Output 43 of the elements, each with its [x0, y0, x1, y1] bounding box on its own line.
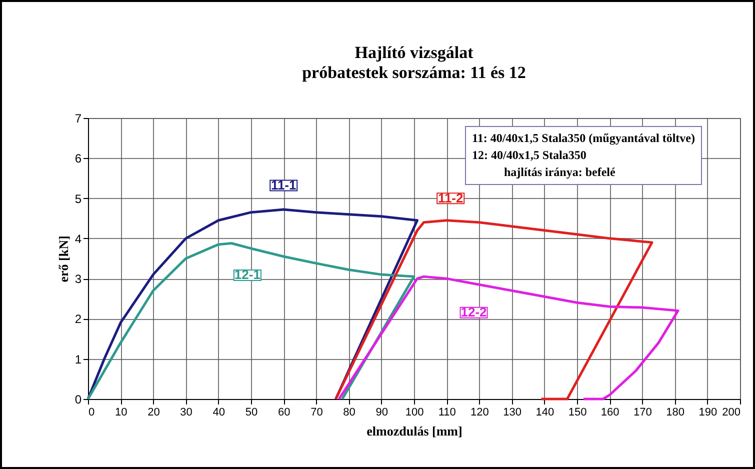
y-tick-label: 5: [74, 192, 82, 206]
x-tick-label: 90: [376, 406, 388, 418]
x-tick-label: 180: [666, 406, 684, 418]
x-tick-label: 130: [503, 406, 522, 418]
x-tick-label: 50: [245, 406, 258, 418]
line-series: [334, 219, 654, 400]
x-tick-label: 60: [278, 406, 290, 418]
line-series: [338, 275, 680, 400]
chart-subtitle: próbatestek sorszáma: 11 és 12: [302, 63, 526, 82]
annotation: hajlítás iránya: befelé: [503, 164, 616, 181]
series-label: 12-1: [234, 267, 260, 282]
x-tick-label: 200: [722, 406, 740, 418]
x-tick-label: 0: [88, 406, 95, 418]
chart-title: Hajlító vizsgálat: [354, 43, 474, 62]
series-label: 11-1: [270, 178, 296, 193]
series-label: 11-2: [438, 190, 464, 206]
x-tick-label: 20: [148, 406, 160, 418]
x-tick-label: 100: [405, 406, 424, 418]
annotation: 12: 40/40x1,5 Stala350: [472, 147, 588, 164]
y-tick-label: 3: [74, 272, 82, 286]
x-tick-label: 170: [634, 406, 652, 418]
annotation: 11: 40/40x1,5 Stala350 (műgyantával töltve): [472, 130, 695, 147]
x-tick-label: 110: [438, 406, 456, 418]
x-tick-label: 120: [470, 406, 489, 418]
line-series: [86, 242, 416, 400]
x-tick-label: 70: [310, 406, 323, 418]
y-tick-label: 7: [74, 112, 82, 126]
series-label: 12-2: [460, 304, 487, 320]
x-tick-label: 160: [600, 406, 620, 418]
x-tick-label: 30: [180, 406, 192, 418]
x-tick-label: 40: [212, 406, 226, 418]
y-tick-label: 4: [74, 232, 82, 246]
x-tick-label: 10: [114, 406, 128, 418]
x-tick-label: 190: [698, 406, 718, 418]
y-tick-label: 1: [74, 352, 82, 366]
y-axis-title: erő [kN]: [56, 236, 71, 282]
y-tick-label: 0: [74, 392, 82, 406]
x-tick-label: 150: [568, 406, 587, 418]
x-axis-title: elmozdulás [mm]: [366, 424, 462, 438]
y-tick-label: 2: [74, 312, 82, 326]
x-tick-label: 80: [343, 406, 356, 418]
x-tick-label: 140: [536, 406, 554, 418]
y-tick-label: 6: [74, 152, 82, 166]
